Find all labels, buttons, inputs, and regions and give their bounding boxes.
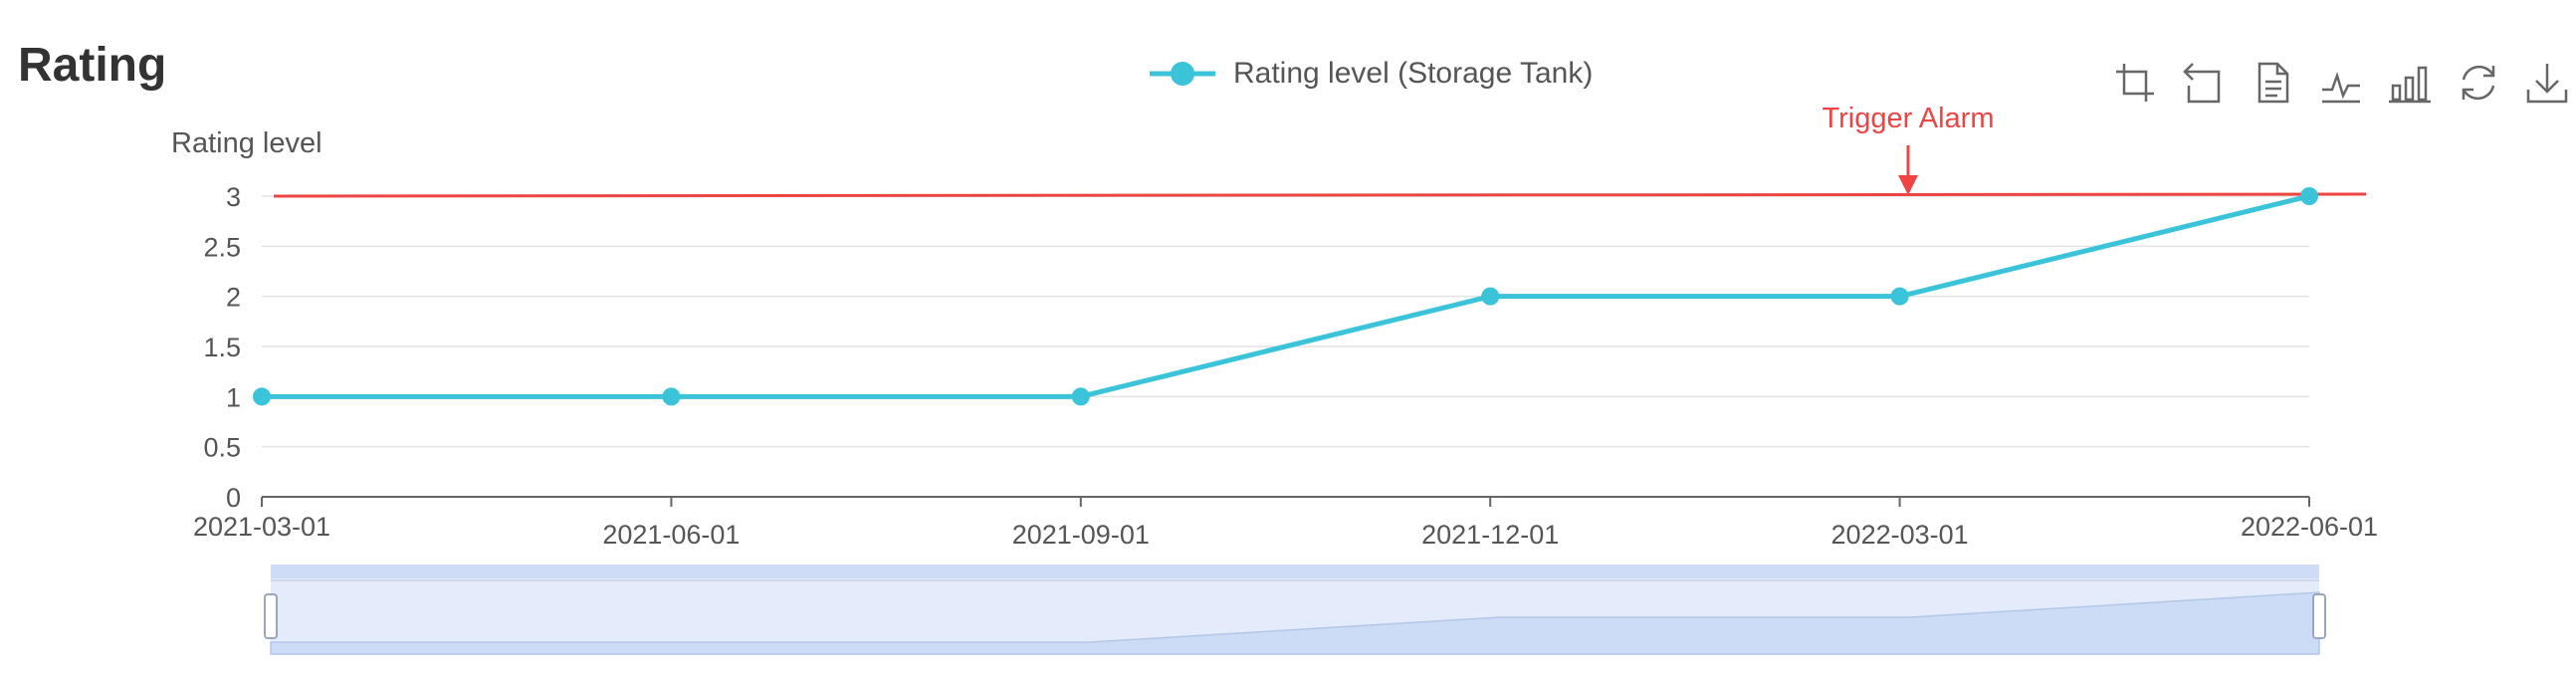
x-tick-label: 2021-09-01 (1012, 520, 1150, 550)
zoom-select-icon[interactable] (2112, 60, 2158, 106)
alarm-threshold-line (273, 192, 2367, 198)
data-point[interactable] (1890, 287, 1909, 306)
x-tick-label: 2021-03-01 (193, 512, 330, 542)
data-zoom-top-bar[interactable] (271, 565, 2319, 578)
y-tick-label: 2.5 (203, 232, 241, 262)
series-line (262, 193, 2310, 399)
legend-line-icon (1150, 62, 1215, 86)
x-tick-label: 2022-03-01 (1831, 520, 1969, 550)
y-tick-label: 2 (226, 283, 241, 313)
y-axis-title: Rating level (171, 127, 322, 159)
page-title: Rating (18, 39, 167, 92)
y-tick-label: 0 (226, 483, 241, 513)
data-point[interactable] (662, 387, 681, 406)
x-tick-label: 2021-06-01 (602, 520, 740, 550)
restore-icon[interactable] (2456, 60, 2501, 106)
y-tick-label: 1.5 (203, 333, 241, 362)
data-point[interactable] (2300, 187, 2318, 205)
toolbox (2112, 60, 2576, 106)
x-tick-label: 2021-12-01 (1421, 520, 1559, 550)
alarm-label: Trigger Alarm (1823, 103, 1995, 134)
zoom-back-icon[interactable] (2181, 60, 2227, 106)
x-tick-label: 2022-06-01 (2241, 512, 2378, 542)
y-tick-label: 1 (226, 382, 241, 412)
y-tick-label: 0.5 (203, 433, 241, 463)
data-zoom-end-handle[interactable] (2312, 593, 2326, 639)
bar-chart-icon[interactable] (2387, 60, 2433, 106)
data-point[interactable] (253, 387, 271, 406)
legend[interactable]: Rating level (Storage Tank) (1150, 52, 1593, 96)
data-point[interactable] (1071, 387, 1090, 406)
save-image-icon[interactable] (2524, 60, 2570, 106)
y-tick-label: 3 (226, 182, 241, 212)
data-zoom-start-handle[interactable] (264, 593, 278, 639)
data-point[interactable] (1481, 287, 1500, 306)
legend-label: Rating level (Storage Tank) (1233, 57, 1594, 90)
line-chart-icon[interactable] (2318, 60, 2364, 106)
alarm-arrow-head (1898, 175, 1918, 195)
data-view-icon[interactable] (2250, 60, 2295, 106)
